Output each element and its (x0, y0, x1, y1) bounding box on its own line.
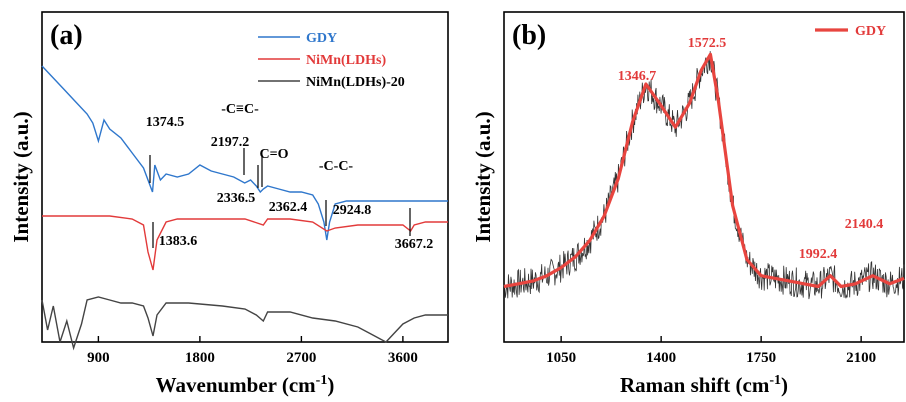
panel-a-plot-area (41, 65, 448, 351)
panel-b-label: (b) (512, 20, 546, 51)
peak-annotation: 2140.4 (845, 217, 884, 232)
panel-a-x-axis-label: Wavenumber (cm-1) (156, 373, 335, 397)
x-tick-label: 1050 (546, 350, 576, 366)
x-tick-label: 3600 (388, 350, 418, 366)
panel-a-annotations: 1374.5 -C≡C- 2197.2 C=O 2336.5 2362.4 -C-C- 292… (146, 102, 434, 252)
panel-b-x-ticks: 1050 1400 1750 2100 (546, 336, 876, 366)
x-tick-label: 1400 (646, 350, 676, 366)
annotation-label: 2362.4 (269, 200, 308, 215)
annotation-label: 2336.5 (217, 191, 256, 206)
x-tick-label: 1800 (185, 350, 215, 366)
x-tick-label: 2100 (846, 350, 876, 366)
x-tick-label: 2700 (286, 350, 316, 366)
legend-label: NiMn(LDHs) (306, 53, 386, 68)
panel-a-legend: GDY NiMn(LDHs) NiMn(LDHs)-20 (258, 31, 405, 90)
panel-b: 1050 1400 1750 2100 (b) Raman shift (cm-1) … (471, 11, 905, 397)
annotation-label: 2197.2 (211, 135, 250, 150)
legend-label: NiMn(LDHs)-20 (306, 75, 405, 90)
panel-b-annotations: 1346.7 1572.5 1992.4 2140.4 (618, 36, 884, 262)
peak-annotation: 1346.7 (618, 69, 657, 84)
panel-a: 900 1800 2700 3600 (a) Wavenumber (cm-1) In… (9, 11, 449, 397)
annotation-label: 2924.8 (333, 203, 372, 218)
panel-b-y-axis-label: Intensity (a.u.) (471, 111, 495, 242)
annotation-label: -C-C- (319, 159, 354, 174)
series-line-1 (42, 215, 448, 271)
series-line-0 (41, 65, 448, 241)
series-line-2 (41, 296, 448, 351)
panel-b-x-axis-label: Raman shift (cm-1) (620, 373, 788, 397)
panel-b-frame (503, 11, 905, 343)
x-tick-label: 900 (87, 350, 110, 366)
raw-spectrum-line (503, 51, 905, 300)
panel-a-label: (a) (50, 20, 83, 51)
panel-b-legend: GDY (815, 24, 886, 39)
annotation-label: C=O (260, 147, 289, 162)
panel-a-x-ticks: 900 1800 2700 3600 (87, 336, 418, 366)
panel-b-plot-area (503, 51, 905, 300)
annotation-label: 1374.5 (146, 115, 185, 130)
panel-a-y-axis-label: Intensity (a.u.) (9, 111, 33, 242)
annotation-label: 1383.6 (159, 234, 198, 249)
annotation-label: 3667.2 (395, 237, 434, 252)
annotation-label: -C≡C- (221, 102, 259, 117)
fit-line-gdy (503, 52, 905, 289)
peak-annotation: 1572.5 (688, 36, 727, 51)
peak-annotation: 1992.4 (799, 247, 838, 262)
legend-label: GDY (855, 24, 886, 39)
legend-label: GDY (306, 31, 337, 46)
panel-a-frame (41, 11, 449, 343)
x-tick-label: 1750 (746, 350, 776, 366)
